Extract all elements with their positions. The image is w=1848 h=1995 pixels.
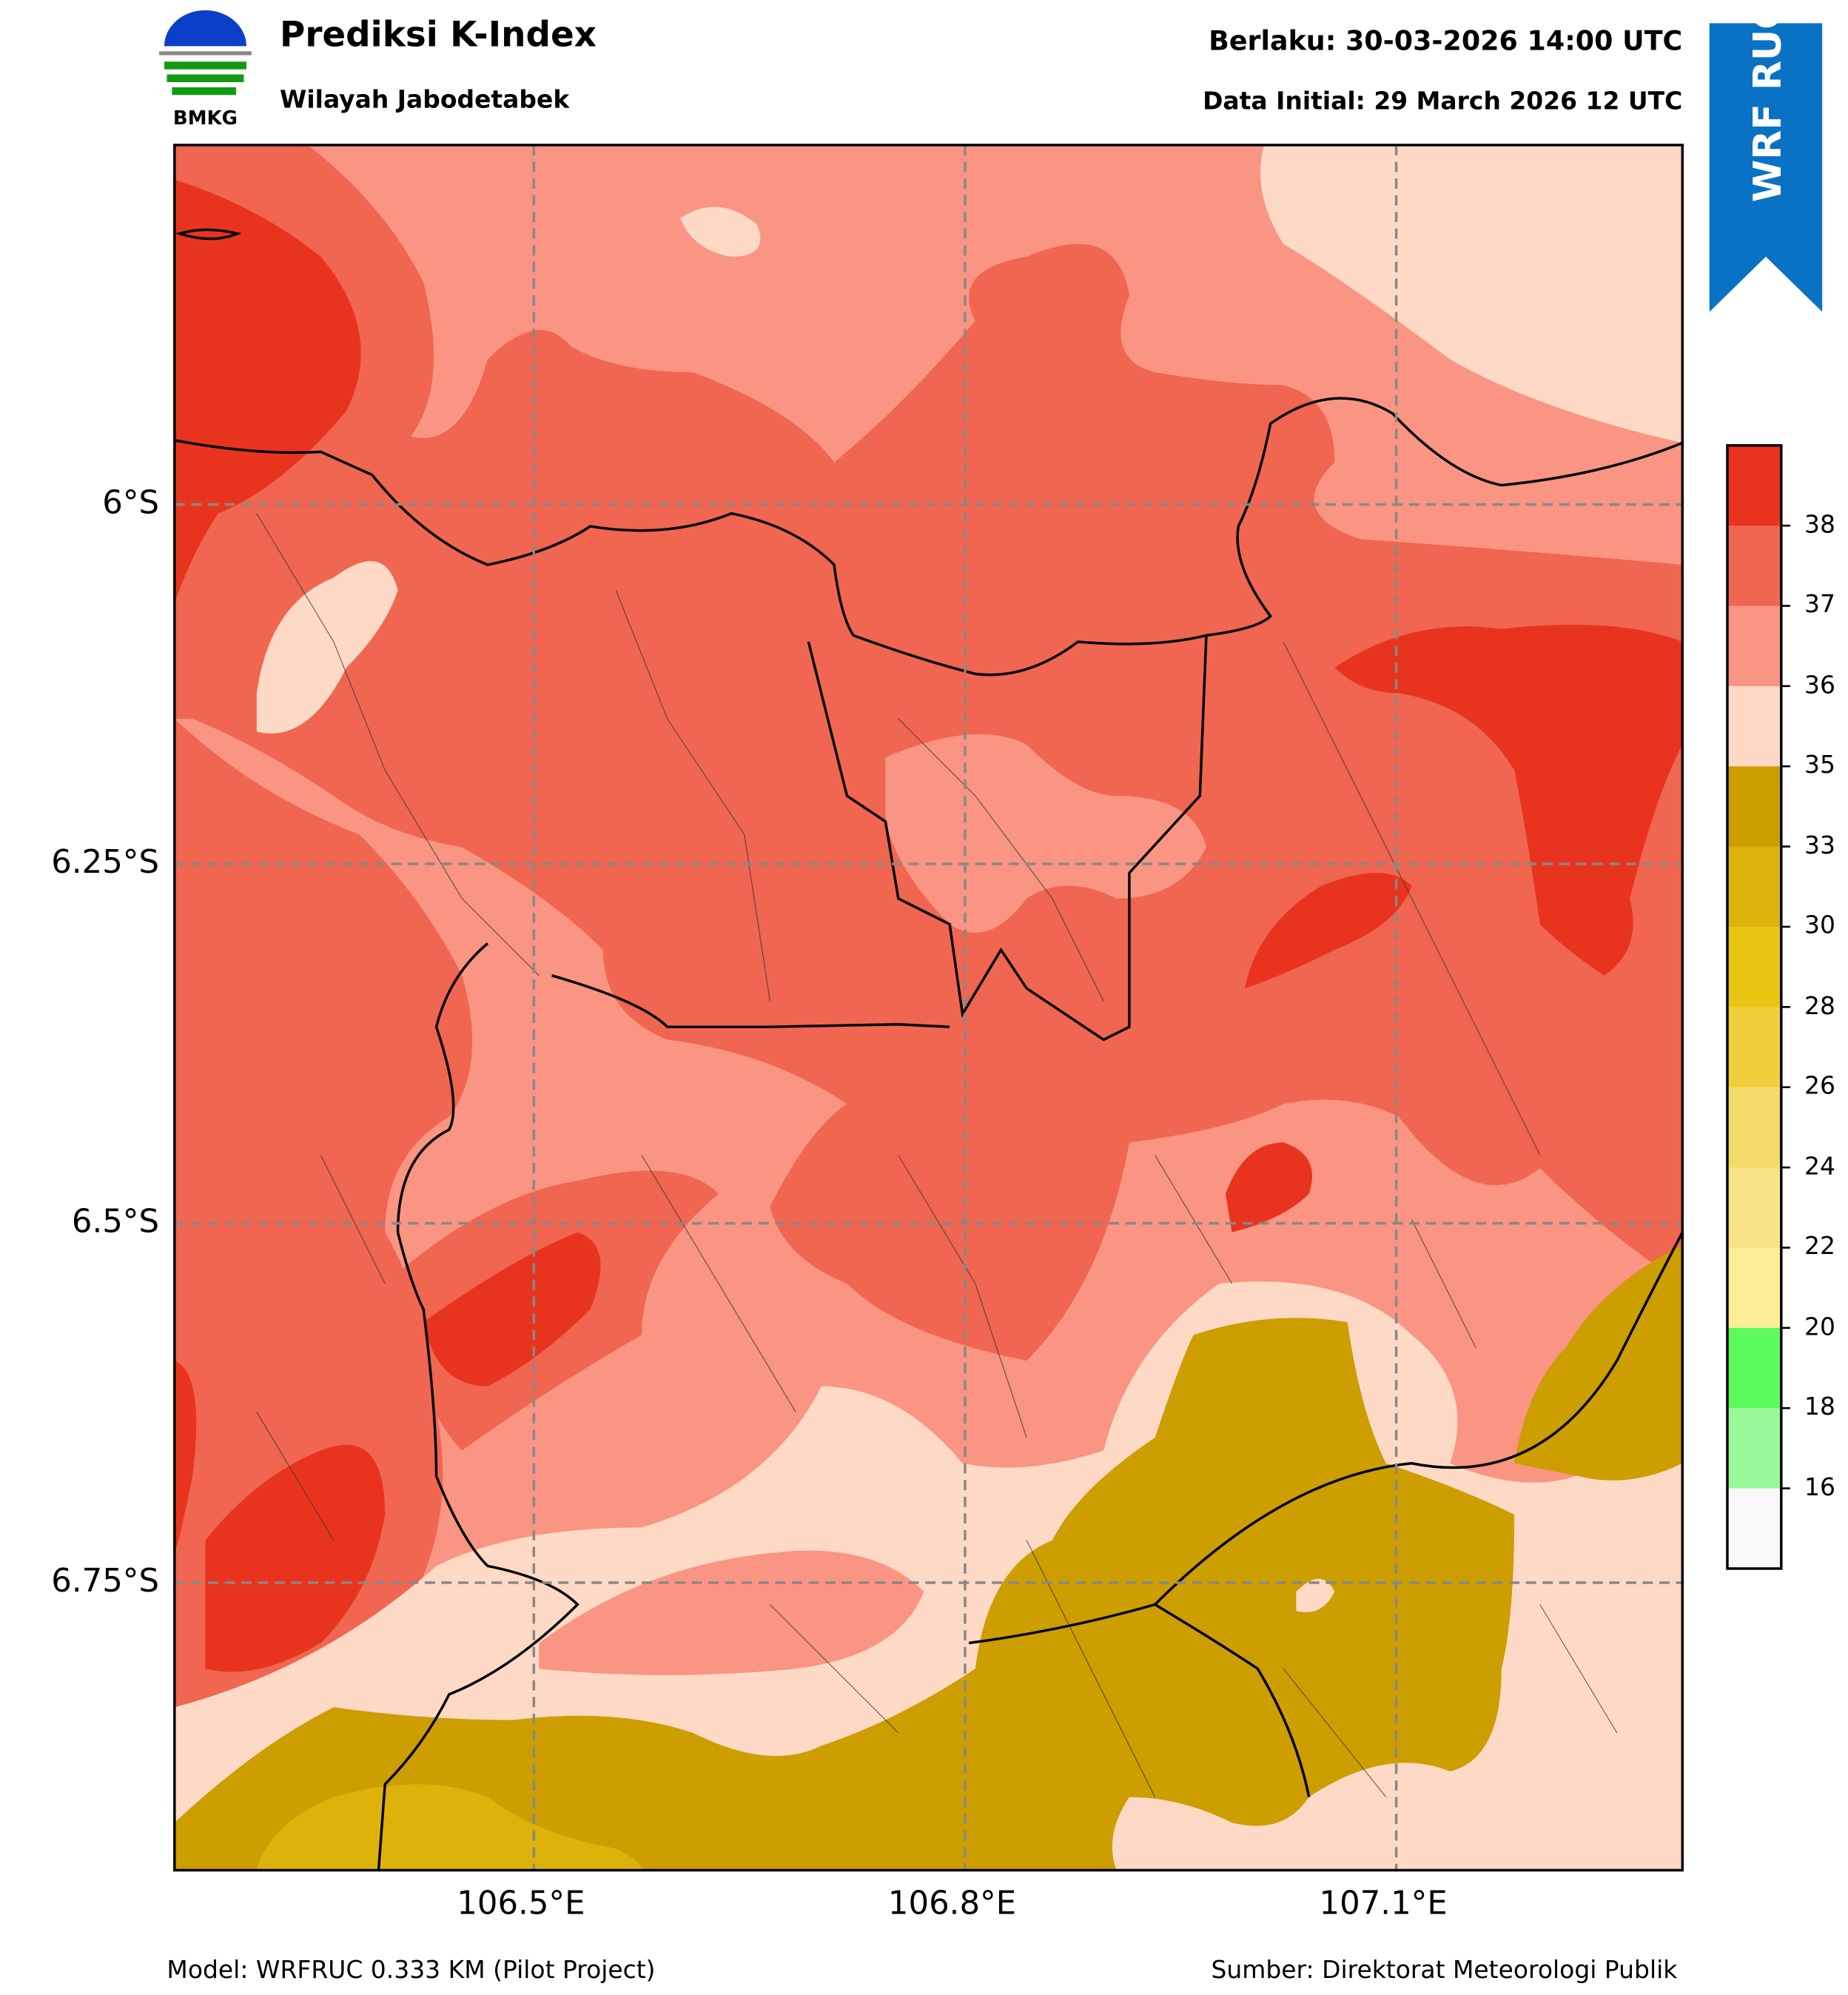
region-35-36-west — [256, 561, 398, 734]
valid-time: Berlaku: 30-03-2026 14:00 UTC — [1209, 25, 1683, 57]
colorbar-tick-label: 36 — [1804, 671, 1835, 700]
coastline — [174, 228, 1683, 1871]
initial-time: Data Initial: 29 March 2026 12 UTC — [1203, 87, 1683, 116]
region-38-plus-east — [1334, 624, 1683, 976]
svg-text:BMKG: BMKG — [173, 107, 238, 130]
colorbar-tick-label: 28 — [1804, 991, 1835, 1020]
colorbar-tick-label: 33 — [1804, 831, 1835, 859]
colorbar-swatch — [1727, 445, 1781, 526]
region-38-plus-east-center — [1244, 873, 1412, 989]
lon-label: 106.5°E — [457, 1884, 585, 1922]
wrf-ruc-ribbon — [1709, 23, 1823, 312]
colorbar-tick-label: 22 — [1804, 1232, 1835, 1261]
region-30-33-south — [256, 1784, 642, 1871]
region-38-plus-southwest — [174, 1232, 601, 1672]
colorbar-swatch — [1727, 1488, 1781, 1569]
region-33-35-east — [1514, 1244, 1683, 1481]
lat-label: 6.5°S — [71, 1202, 160, 1241]
colorbar-tick-label: 16 — [1804, 1472, 1835, 1501]
colorbar-tick-label: 30 — [1804, 911, 1835, 940]
colorbar-swatch — [1727, 1167, 1781, 1249]
colorbar-swatch — [1727, 526, 1781, 607]
colorbar-swatch — [1727, 606, 1781, 687]
map-subtitle: Wilayah Jabodetabek — [280, 86, 570, 115]
colorbar-swatch — [1727, 1247, 1781, 1329]
colorbar-tick-label: 35 — [1804, 751, 1835, 779]
source-footer: Sumber: Direktorat Meteorologi Publik — [1211, 1956, 1678, 1985]
map-title: Prediksi K-Index — [280, 15, 597, 56]
bmkg-logo: BMKG — [159, 10, 252, 130]
region-38-plus-south-center — [1225, 1142, 1313, 1233]
colorbar-tick-label: 38 — [1804, 510, 1835, 539]
colorbar-swatch — [1727, 926, 1781, 1008]
colorbar-swatch — [1727, 685, 1781, 768]
colorbar-tick-label: 20 — [1804, 1312, 1835, 1341]
region-38-plus-northwest — [174, 179, 361, 603]
colorbar-swatch — [1727, 1327, 1781, 1409]
region-35-36-top-blob — [680, 207, 761, 257]
region-35-36-top-right — [1260, 144, 1683, 443]
colorbar-tick-label: 18 — [1804, 1392, 1835, 1421]
region-35-36-hole — [1296, 1578, 1335, 1612]
lon-label: 106.8°E — [887, 1884, 1017, 1922]
lon-label: 107.1°E — [1319, 1884, 1448, 1922]
district-boundaries — [256, 513, 1618, 1797]
graticule — [174, 144, 1683, 1871]
lat-label: 6°S — [102, 483, 160, 522]
region-37-38-west — [174, 719, 473, 1708]
colorbar-swatch — [1727, 766, 1781, 848]
region-33-35-south-left — [174, 1318, 1515, 1871]
colorbar-swatch — [1727, 1408, 1781, 1489]
colorbar-swatch — [1727, 1007, 1781, 1088]
colorbar-swatch — [1727, 846, 1781, 928]
colorbar-tick-label: 37 — [1804, 590, 1835, 619]
colorbar-tick-label: 24 — [1804, 1152, 1835, 1181]
lat-label: 6.25°S — [51, 843, 160, 881]
plot-frame — [173, 144, 1684, 1872]
lat-label: 6.75°S — [51, 1562, 160, 1600]
model-footer: Model: WRFRUC 0.333 KM (Pilot Project) — [167, 1956, 656, 1985]
colorbar-tick-label: 26 — [1804, 1071, 1835, 1101]
colorbar — [1726, 443, 1790, 1570]
colorbar-swatch — [1727, 1087, 1781, 1168]
